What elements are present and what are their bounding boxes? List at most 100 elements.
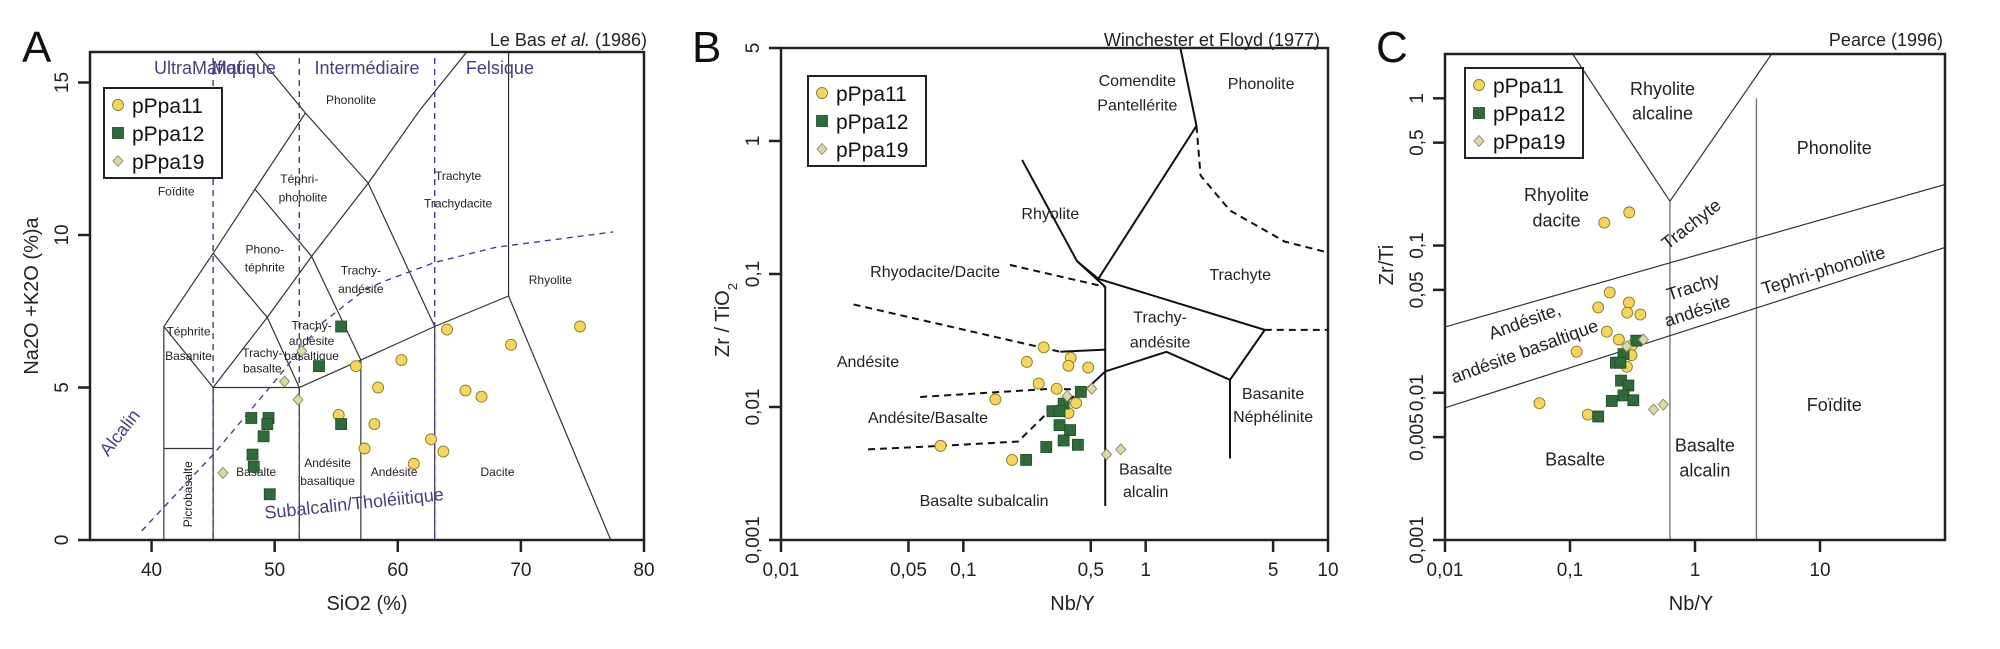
y-tick-label: 5 xyxy=(52,382,73,393)
panel-c-pearce-diagram: C Pearce (1996) Rhyolite alcaline Phonolit… xyxy=(1376,23,1947,615)
data-point-pppa12 xyxy=(1020,454,1033,466)
field-label: Basalte xyxy=(1119,462,1172,479)
legend-label-pppa11: pPpa11 xyxy=(836,83,907,106)
field-label: Phonolite xyxy=(326,93,376,107)
data-point-pppa12 xyxy=(1053,405,1066,418)
data-point-pppa11 xyxy=(1006,453,1018,466)
x-tick-label: 50 xyxy=(264,560,285,581)
legend-marker-pppa11 xyxy=(816,87,828,99)
field-label: basaltique xyxy=(284,349,339,363)
legend-label-pppa19: pPpa19 xyxy=(132,151,204,174)
y-tick-label: 0,1 xyxy=(743,261,764,287)
field-label: Rhyolite xyxy=(1524,185,1589,205)
data-point-pppa11 xyxy=(1600,325,1613,338)
data-point-pppa11 xyxy=(1581,408,1594,421)
y-tick-label: 0 xyxy=(52,535,73,546)
panel-b-plot-frame xyxy=(779,46,1330,542)
data-point-pppa11 xyxy=(1612,333,1625,346)
y-tick-label: 0,01 xyxy=(1407,374,1428,411)
rhyolite-alcaline-boundary xyxy=(1572,54,1773,203)
x-tick-label: 0,1 xyxy=(1557,560,1583,581)
y-tick-label: 0,001 xyxy=(743,516,764,564)
field-label: andésite xyxy=(1130,335,1191,352)
field-label: Andésite/Basalte xyxy=(868,410,988,427)
data-point-pppa19 xyxy=(1637,333,1650,346)
data-point-pppa12 xyxy=(257,430,270,443)
panel-c-reference: Pearce (1996) xyxy=(1829,30,1943,50)
x-tick-label: 70 xyxy=(510,560,531,581)
field-label: Trachy- xyxy=(1133,310,1187,327)
alkaline-subalkaline-divider xyxy=(141,231,614,532)
field-label: Téphri- xyxy=(280,172,318,186)
field-label: Trachyte xyxy=(435,169,482,183)
composition-category-label: Intermédiaire xyxy=(314,58,419,78)
y-tick-label: 0,05 xyxy=(1407,271,1428,308)
field-label: Andésite xyxy=(837,354,899,371)
field-label: Phonolite xyxy=(1797,138,1872,158)
data-point-pppa11 xyxy=(1621,306,1634,319)
data-point-pppa11 xyxy=(1533,397,1546,410)
data-point-pppa11 xyxy=(1592,301,1605,314)
field-boundary xyxy=(212,52,468,388)
data-point-pppa19 xyxy=(292,393,304,406)
legend-marker-pppa11 xyxy=(1473,79,1485,91)
field-label: Basalte xyxy=(1545,450,1605,470)
data-point-pppa11 xyxy=(505,338,517,351)
y-axis-label: Na2O +K2O (%)a xyxy=(21,216,43,374)
field-label: basaltique xyxy=(300,474,355,488)
data-point-pppa11 xyxy=(1570,345,1583,358)
data-point-pppa12 xyxy=(247,460,260,473)
data-point-pppa11 xyxy=(349,360,362,373)
field-label: Comendite xyxy=(1099,73,1176,90)
field-label: andésite xyxy=(338,282,384,296)
field-label: basalte xyxy=(243,361,282,375)
y-tick-label: 0,01 xyxy=(743,388,764,425)
field-label: Andésite xyxy=(371,465,418,479)
panel-b-legend: pPpa11 pPpa12 pPpa19 xyxy=(807,75,927,167)
data-point-pppa11 xyxy=(1603,286,1616,299)
y-tick-label: 5 xyxy=(743,43,764,54)
y-tick-label: 0,001 xyxy=(1407,516,1428,564)
data-point-pppa11 xyxy=(1037,341,1050,354)
data-point-pppa11 xyxy=(459,384,472,397)
field-boundary xyxy=(1060,348,1106,353)
field-label: Foïdite xyxy=(158,184,195,198)
field-label: Néphélinite xyxy=(1233,409,1313,426)
field-label: andésite xyxy=(289,334,335,348)
field-label: Rhyodacite/Dacite xyxy=(870,264,1000,281)
legend-label-pppa19: pPpa19 xyxy=(836,139,908,162)
field-boundary xyxy=(213,295,612,540)
field-label: Phonolite xyxy=(1228,76,1295,93)
field-label: alcalin xyxy=(1123,484,1168,501)
field-label: Trachy- xyxy=(242,346,282,360)
field-boundary-dashed xyxy=(1009,263,1106,288)
panel-b-reference: Winchester et Floyd (1977) xyxy=(1104,30,1320,50)
data-point-pppa11 xyxy=(372,381,385,394)
legend-label-pppa12: pPpa12 xyxy=(836,111,908,134)
legend-label-pppa12: pPpa12 xyxy=(132,123,204,146)
x-tick-label: 1 xyxy=(1690,560,1701,581)
field-label: alcalin xyxy=(1679,460,1730,480)
field-label: Picrobasalte xyxy=(181,461,195,527)
data-point-pppa12 xyxy=(1057,434,1070,447)
x-tick-label: 0,01 xyxy=(763,560,800,581)
field-label: Basalte xyxy=(1675,435,1735,455)
data-point-pppa12 xyxy=(1074,385,1087,398)
data-point-pppa12 xyxy=(1053,419,1066,432)
field-boundary xyxy=(304,112,436,327)
field-label: alcaline xyxy=(1632,103,1693,123)
x-tick-label: 0,05 xyxy=(890,560,927,581)
legend-marker-pppa12 xyxy=(1473,107,1485,119)
field-label: Andésite xyxy=(304,456,351,470)
field-label: Trachyte xyxy=(1658,195,1725,253)
data-point-pppa11 xyxy=(1070,397,1082,410)
legend-label-pppa11: pPpa11 xyxy=(1493,75,1564,98)
data-point-pppa12 xyxy=(1072,438,1084,451)
data-point-pppa12 xyxy=(1617,389,1630,402)
data-point-pppa11 xyxy=(1082,361,1095,374)
legend-marker-pppa19 xyxy=(1473,134,1485,148)
data-point-pppa11 xyxy=(407,457,420,470)
field-boundary xyxy=(1085,329,1266,391)
